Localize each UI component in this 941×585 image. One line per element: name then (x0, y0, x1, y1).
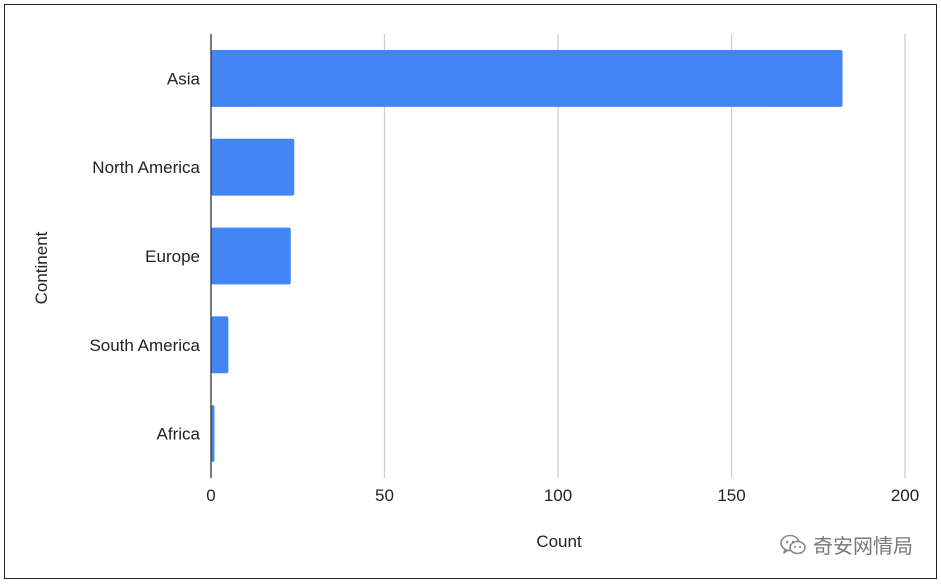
bar-europe (211, 227, 291, 285)
bar-asia (211, 49, 843, 107)
y-tick-label: Africa (157, 425, 201, 444)
tick-labels: 0 50 100 150 200 Asia North America Europe South… (89, 69, 919, 505)
x-tick-label: 0 (206, 486, 215, 505)
y-tick-label: Asia (167, 69, 201, 88)
y-axis-title: Continent (32, 231, 51, 304)
wechat-icon (779, 533, 807, 557)
watermark-text: 奇安网情局 (813, 534, 913, 558)
bar-south-america (211, 316, 229, 374)
watermark: 奇安网情局 (779, 530, 913, 559)
bars (211, 49, 843, 463)
x-tick-label: 100 (544, 486, 572, 505)
y-tick-label: South America (89, 336, 200, 355)
x-tick-label: 200 (891, 486, 919, 505)
y-tick-label: North America (92, 158, 200, 177)
x-tick-label: 50 (375, 486, 394, 505)
x-axis-title: Count (536, 532, 582, 551)
bar-north-america (211, 138, 295, 196)
x-tick-label: 150 (717, 486, 745, 505)
bar-africa (211, 405, 215, 463)
gridlines (383, 34, 906, 478)
y-tick-label: Europe (145, 247, 200, 266)
